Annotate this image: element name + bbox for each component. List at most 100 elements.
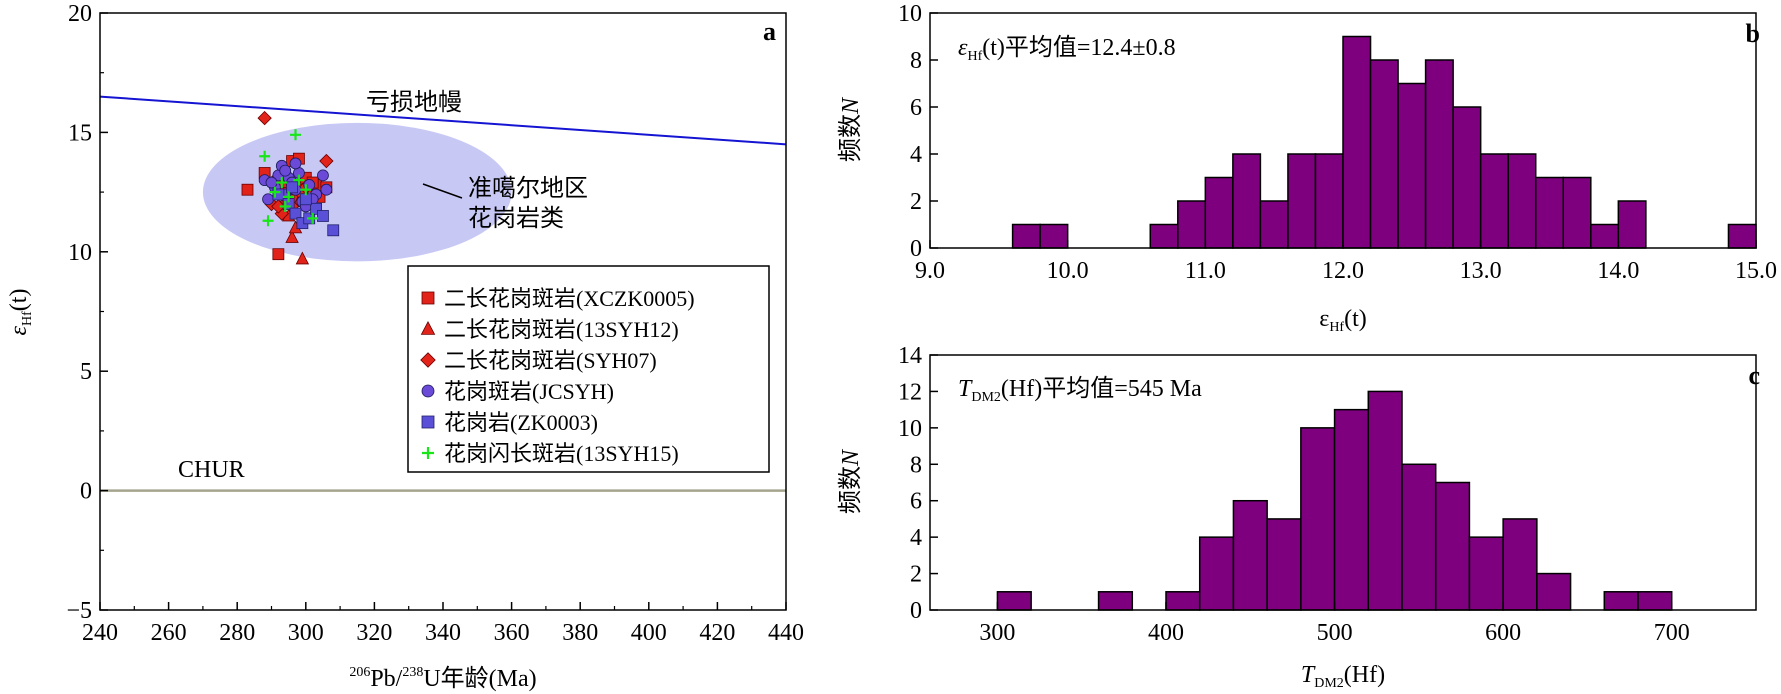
y-tick-label: 2 <box>910 189 922 215</box>
y-tick-label: 4 <box>910 142 922 168</box>
data-point-plus <box>300 184 312 196</box>
y-tick-label: −5 <box>66 598 92 624</box>
data-point-diamond <box>257 110 272 126</box>
data-point-square <box>272 248 285 261</box>
y-axis-ticks-a: −5 0 5 10 15 20 <box>66 1 108 624</box>
x-tick-label: 300 <box>288 620 324 646</box>
histogram-bar <box>996 591 1032 611</box>
data-point-bluesquare <box>272 188 285 201</box>
y-tick-label: 14 <box>898 343 922 369</box>
legend-label: 二长花岗斑岩(XCZK0005) <box>444 286 695 311</box>
x-tick-label: 400 <box>1148 620 1184 646</box>
y-tick-label: 5 <box>80 359 92 385</box>
data-point-plus <box>290 129 302 141</box>
x-tick-label: 600 <box>1485 620 1521 646</box>
histogram-bar <box>1204 176 1234 249</box>
x-axis-ticks-b: 9.0 10.0 11.0 12.0 13.0 14.0 15.0 <box>915 240 1777 284</box>
y-tick-label: 0 <box>80 479 92 505</box>
panel-c: 300 400 500 600 700 0 2 4 6 8 10 12 14 c TDM2(Hf)平均… <box>837 343 1760 691</box>
histogram-bar <box>1452 106 1482 249</box>
histogram-bar <box>1367 390 1403 611</box>
chur-label: CHUR <box>178 457 245 483</box>
y-tick-label: 2 <box>910 562 922 588</box>
x-tick-label: 240 <box>82 620 118 646</box>
histogram-bar <box>1637 591 1673 611</box>
y-tick-label: 0 <box>910 236 922 262</box>
x-tick-label: 500 <box>1317 620 1353 646</box>
x-tick-label: 340 <box>425 620 461 646</box>
y-axis-ticks-c: 0 2 4 6 8 10 12 14 <box>898 343 938 624</box>
y-axis-label-b: 频数N <box>837 96 864 162</box>
data-point-plus <box>262 215 274 227</box>
data-point-bluesquare <box>310 202 322 215</box>
data-point-bluesquare <box>289 207 302 220</box>
legend-label: 花岗岩(ZK0003) <box>444 410 598 435</box>
histogram-bar <box>1590 223 1620 249</box>
x-axis-ticks-c: 300 400 500 600 700 <box>979 602 1690 646</box>
x-tick-label: 380 <box>562 620 598 646</box>
reference-lines <box>99 95 787 492</box>
panel-b: 9.0 10.0 11.0 12.0 13.0 14.0 15.0 0 2 4 6 8 10 b εH… <box>837 1 1777 335</box>
annotation-b: εHf(t)平均值=12.4±0.8 <box>958 34 1176 64</box>
panel-label-b: b <box>1746 19 1760 48</box>
histogram-bar <box>1314 153 1344 249</box>
histogram-bar <box>1534 176 1565 249</box>
histogram-bar <box>1617 200 1647 249</box>
data-point-circle <box>320 183 333 196</box>
data-point-plus <box>259 150 271 162</box>
y-tick-label: 15 <box>68 120 92 146</box>
data-point-plus <box>283 191 295 203</box>
y-tick-label: 0 <box>910 598 922 624</box>
data-point-diamond <box>319 153 334 169</box>
x-tick-label: 280 <box>219 620 255 646</box>
y-tick-label: 6 <box>910 95 922 121</box>
y-tick-label: 10 <box>898 416 922 442</box>
histogram-bars-b <box>1011 35 1757 249</box>
histogram-bar <box>1434 481 1471 611</box>
histogram-bar <box>1502 518 1538 611</box>
legend-marker-circle <box>421 384 435 398</box>
data-point-circle <box>262 193 274 206</box>
histogram-bar <box>1165 591 1201 611</box>
data-point-circle <box>265 176 278 189</box>
x-tick-label: 14.0 <box>1597 258 1639 284</box>
x-axis-label-b: εHf(t) <box>1319 306 1367 335</box>
histogram-bar <box>1369 59 1399 249</box>
panel-label-a: a <box>763 17 776 46</box>
histogram-bar <box>1232 499 1268 611</box>
histogram-bar <box>1011 223 1041 249</box>
histogram-bar <box>1198 536 1235 611</box>
histogram-bar <box>1342 35 1372 249</box>
y-tick-label: 8 <box>910 48 922 74</box>
annotation-c: TDM2(Hf)平均值=545 Ma <box>958 375 1202 405</box>
x-axis-ticks-a: 240 260 280 300 320 340 360 380 400 420 440 <box>82 602 804 646</box>
x-tick-label: 360 <box>494 620 530 646</box>
histogram-bar <box>1177 200 1207 249</box>
histogram-bar <box>1266 518 1302 611</box>
data-point-plus <box>293 174 305 186</box>
data-point-plus <box>279 200 291 212</box>
histogram-bar <box>1401 463 1437 611</box>
legend-marker-triangle <box>420 320 436 335</box>
y-tick-label: 8 <box>910 452 922 478</box>
legend-label: 二长花岗斑岩(SYH07) <box>444 348 657 373</box>
y-tick-label: 12 <box>898 379 922 405</box>
x-tick-label: 11.0 <box>1185 258 1226 284</box>
x-tick-label: 320 <box>356 620 392 646</box>
legend-marker-bluesquare <box>421 415 435 429</box>
data-point-circle <box>279 164 292 177</box>
x-tick-label: 15.0 <box>1735 258 1777 284</box>
data-point-plus <box>269 186 281 198</box>
data-point-circle <box>289 157 302 170</box>
y-tick-label: 10 <box>68 240 92 266</box>
data-point-square <box>241 183 254 196</box>
x-tick-label: 260 <box>151 620 187 646</box>
legend-marker-diamond <box>420 352 436 368</box>
depleted-mantle-line <box>99 95 787 146</box>
histogram-bar <box>1333 408 1370 611</box>
plot-frame-c <box>929 354 1757 611</box>
legend-label: 二长花岗斑岩(13SYH12) <box>444 317 679 342</box>
x-tick-label: 420 <box>699 620 735 646</box>
histogram-bar <box>1603 591 1639 611</box>
granitoid-field-region <box>202 122 512 262</box>
